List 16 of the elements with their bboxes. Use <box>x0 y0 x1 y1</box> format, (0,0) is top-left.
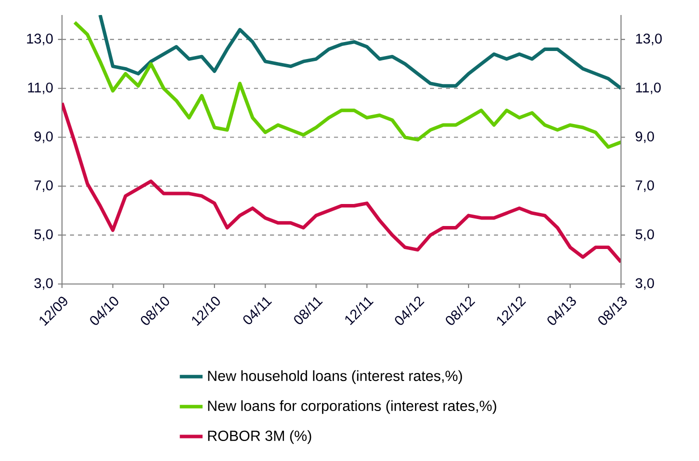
y2-tick-label: 11,0 <box>28 82 53 94</box>
y-tick-label: 7,0 <box>636 180 654 192</box>
legend-label: ROBOR 3M (%) <box>208 430 312 444</box>
y-tick-label: 3,0 <box>636 278 654 290</box>
y-tick-label: 5,0 <box>636 229 654 241</box>
y-tick-label: 11,0 <box>636 82 661 94</box>
y2-tick-label: 5,0 <box>34 229 53 241</box>
y-tick-label: 13,0 <box>636 34 662 46</box>
y2-tick-label: 7,0 <box>34 180 53 192</box>
y2-tick-label: 9,0 <box>34 132 53 144</box>
legend-label: New loans for corporations (interest rates,%) <box>208 400 496 414</box>
line-series <box>72 20 621 149</box>
y2-tick-label: 3,0 <box>34 278 53 290</box>
y2-tick-label: 13,0 <box>27 34 53 46</box>
legend-label: New household loans (interest rates,%) <box>208 370 462 384</box>
y-tick-label: 9,0 <box>636 131 654 144</box>
